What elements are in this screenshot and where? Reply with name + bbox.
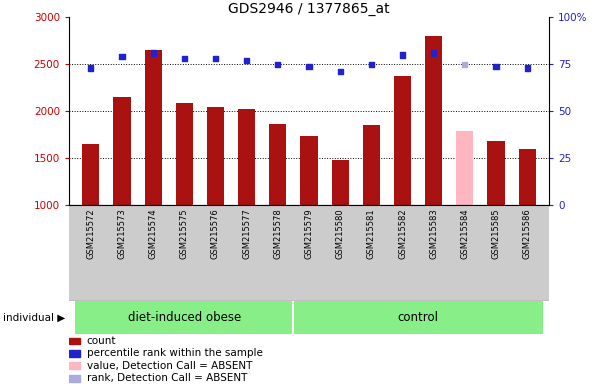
Bar — [363, 124, 380, 205]
Text: diet-induced obese: diet-induced obese — [128, 311, 241, 324]
Text: count: count — [87, 336, 116, 346]
Point — [242, 58, 251, 64]
Text: GSM215580: GSM215580 — [335, 208, 344, 259]
Bar — [394, 76, 411, 205]
Point — [429, 50, 439, 56]
Bar — [456, 131, 473, 205]
Point — [179, 56, 189, 62]
Text: rank, Detection Call = ABSENT: rank, Detection Call = ABSENT — [87, 373, 247, 383]
Text: GSM215584: GSM215584 — [460, 208, 469, 259]
Text: value, Detection Call = ABSENT: value, Detection Call = ABSENT — [87, 361, 252, 371]
Bar — [82, 144, 100, 205]
Point — [523, 65, 532, 71]
Bar — [301, 136, 317, 205]
Bar — [176, 103, 193, 205]
Text: GSM215572: GSM215572 — [86, 208, 95, 259]
Bar — [425, 36, 442, 205]
Bar — [113, 97, 131, 205]
Point — [367, 61, 376, 68]
Text: GSM215579: GSM215579 — [305, 208, 314, 259]
Point — [460, 61, 470, 68]
Point — [491, 63, 501, 69]
Text: GSM215574: GSM215574 — [149, 208, 158, 259]
Title: GDS2946 / 1377865_at: GDS2946 / 1377865_at — [228, 2, 390, 16]
Text: GSM215575: GSM215575 — [180, 208, 189, 259]
Bar — [207, 107, 224, 205]
Text: GSM215578: GSM215578 — [274, 208, 283, 259]
Bar — [145, 50, 162, 205]
Text: GSM215585: GSM215585 — [491, 208, 500, 259]
Bar — [487, 141, 505, 205]
Text: GSM215577: GSM215577 — [242, 208, 251, 259]
Bar — [69, 350, 80, 357]
Point — [273, 61, 283, 68]
Bar — [518, 149, 536, 205]
Point — [117, 54, 127, 60]
Text: control: control — [398, 311, 439, 324]
Bar — [293, 301, 543, 334]
Text: GSM215586: GSM215586 — [523, 208, 532, 259]
Point — [86, 65, 95, 71]
Point — [335, 69, 345, 75]
Bar — [269, 124, 286, 205]
Bar — [332, 160, 349, 205]
Text: GSM215573: GSM215573 — [118, 208, 127, 259]
Text: GSM215576: GSM215576 — [211, 208, 220, 259]
Text: GSM215581: GSM215581 — [367, 208, 376, 259]
Bar — [69, 375, 80, 382]
Text: individual ▶: individual ▶ — [3, 313, 65, 323]
Text: percentile rank within the sample: percentile rank within the sample — [87, 348, 263, 358]
Bar — [69, 338, 80, 344]
Bar — [75, 301, 293, 334]
Point — [398, 52, 407, 58]
Text: GSM215583: GSM215583 — [429, 208, 438, 259]
Bar — [238, 109, 255, 205]
Text: GSM215582: GSM215582 — [398, 208, 407, 259]
Point — [211, 56, 220, 62]
Bar — [69, 362, 80, 369]
Point — [148, 50, 158, 56]
Point — [304, 63, 314, 69]
